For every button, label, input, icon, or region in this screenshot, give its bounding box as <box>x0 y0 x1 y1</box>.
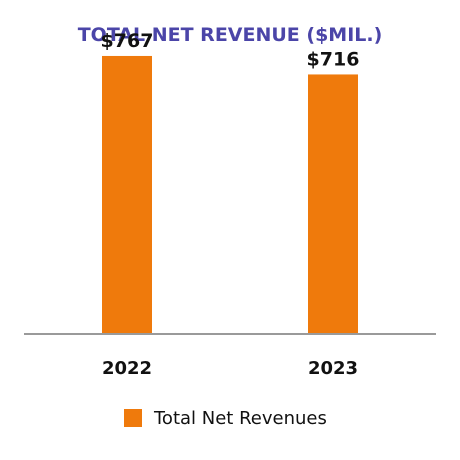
labels-layer: $767 $716 <box>101 30 360 70</box>
legend: Total Net Revenues <box>124 408 327 429</box>
chart-title: TOTAL NET REVENUE ($MIL.) <box>78 24 383 46</box>
legend-label: Total Net Revenues <box>153 408 327 429</box>
x-tick-label-2023: 2023 <box>308 358 358 379</box>
bar-2022 <box>102 55 152 335</box>
x-tick-label-2022: 2022 <box>102 358 152 379</box>
legend-swatch <box>124 409 142 427</box>
data-label-2023: $716 <box>307 48 360 70</box>
bar-2023 <box>308 74 358 334</box>
x-axis-ticks: 2022 2023 <box>102 358 358 379</box>
bars-layer <box>102 55 358 335</box>
data-label-2022: $767 <box>101 30 154 52</box>
